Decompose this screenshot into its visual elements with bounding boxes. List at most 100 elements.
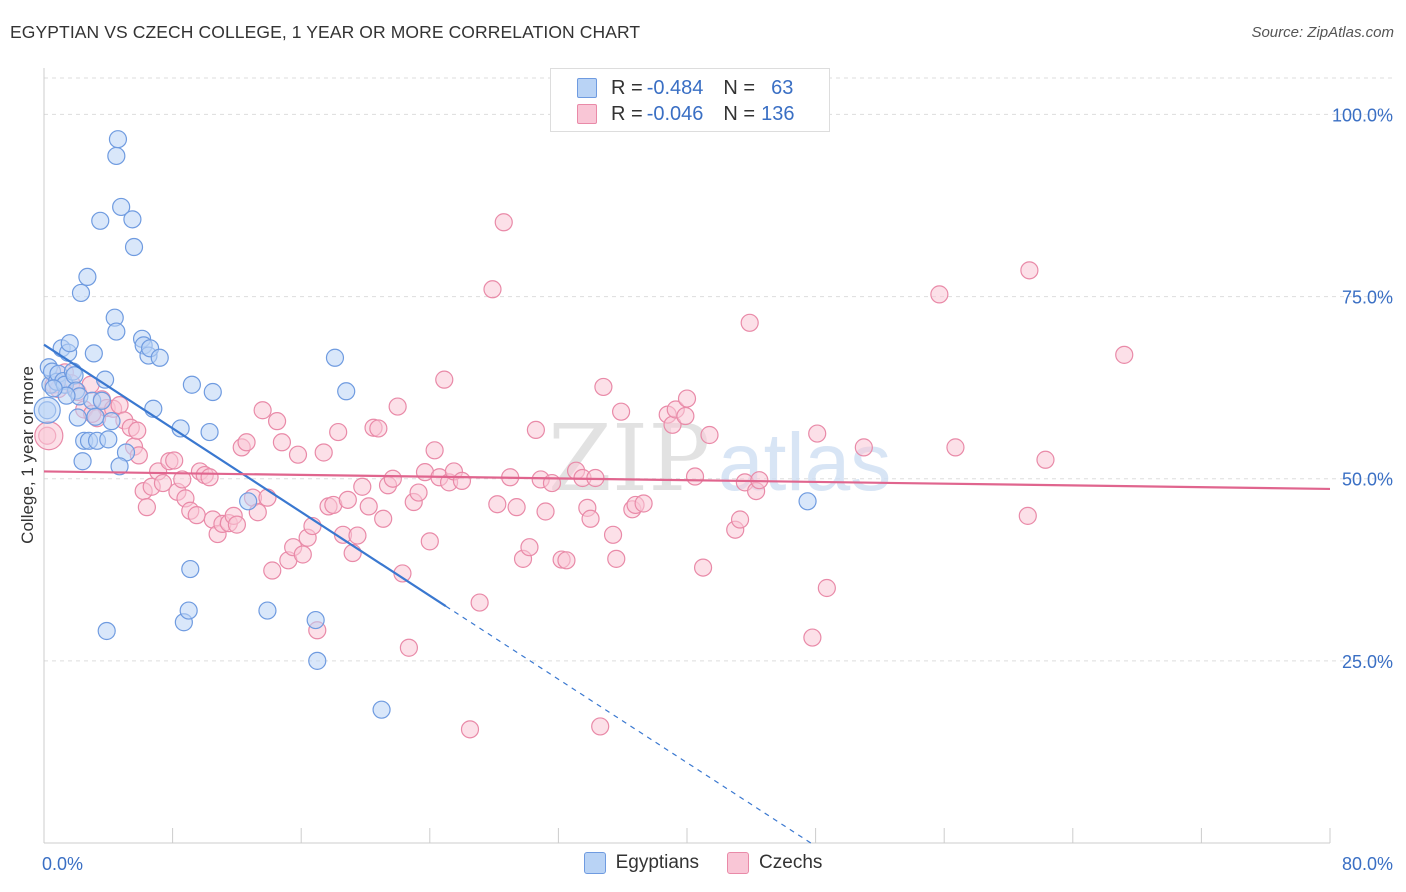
data-point <box>372 700 391 719</box>
y-tick-label: 75.0% <box>1342 288 1393 308</box>
data-point <box>685 467 705 486</box>
data-point <box>73 452 92 471</box>
data-point <box>798 492 817 511</box>
data-point <box>112 197 131 217</box>
data-point <box>817 578 836 598</box>
data-point <box>325 348 345 367</box>
czechs-points <box>38 213 1134 739</box>
data-point <box>78 267 97 286</box>
data-point <box>460 720 480 739</box>
data-point <box>700 425 719 445</box>
data-point <box>306 610 325 630</box>
data-point <box>153 473 173 493</box>
chart-title: EGYPTIAN VS CZECH COLLEGE, 1 YEAR OR MOR… <box>10 22 641 42</box>
data-point <box>611 402 631 421</box>
series-legend: Egyptians Czechs <box>0 852 1406 874</box>
data-point <box>1115 345 1134 364</box>
data-point <box>60 334 79 353</box>
x-tick-label: 80.0% <box>1342 854 1393 874</box>
data-point <box>507 498 526 517</box>
data-point <box>808 424 827 443</box>
data-point <box>343 543 362 563</box>
data-point <box>181 559 200 579</box>
data-point <box>536 502 555 521</box>
data-point <box>557 551 576 570</box>
data-point <box>353 477 372 496</box>
data-point <box>107 146 126 166</box>
y-tick-label: 25.0% <box>1342 652 1393 672</box>
axes: 25.0% 50.0% 75.0% 100.0% 0.0% 80.0% <box>42 68 1393 874</box>
data-point <box>542 473 562 493</box>
data-point <box>420 532 439 551</box>
y-tick-label: 50.0% <box>1342 470 1393 490</box>
r-value: -0.046 <box>646 102 704 125</box>
data-point <box>803 628 822 647</box>
r-value: -0.484 <box>646 76 704 99</box>
r-label: R = <box>611 76 643 99</box>
data-point <box>1018 506 1037 525</box>
data-point <box>348 526 367 545</box>
grid-lines <box>44 77 1395 662</box>
data-point <box>200 468 219 487</box>
data-point <box>388 397 407 416</box>
data-point <box>137 498 156 517</box>
data-point <box>337 382 356 401</box>
trend-lines <box>43 343 1331 844</box>
stats-row-egyptians: R = -0.484 N = 63 <box>577 76 793 100</box>
data-point <box>99 430 118 449</box>
data-point <box>187 506 206 525</box>
y-tick-label: 100.0% <box>1332 105 1393 125</box>
czechs-swatch <box>577 104 597 124</box>
data-point <box>34 421 64 451</box>
data-point <box>452 471 472 490</box>
legend-label: Czechs <box>759 852 823 873</box>
data-point <box>634 494 653 513</box>
data-point <box>267 412 287 431</box>
y-axis-label: College, 1 year or more <box>18 366 37 544</box>
data-point <box>369 419 388 438</box>
legend-item-czechs: Czechs <box>727 852 822 874</box>
data-point <box>272 433 292 452</box>
data-point <box>102 412 121 431</box>
data-point <box>227 515 246 534</box>
egyptians-trend-extension <box>445 605 812 844</box>
legend-label: Egyptians <box>615 852 700 873</box>
data-point <box>374 509 393 528</box>
data-point <box>435 370 454 389</box>
data-point <box>179 601 198 620</box>
legend-item-egyptians: Egyptians <box>583 852 700 874</box>
data-point <box>359 497 378 516</box>
stats-row-czechs: R = -0.046 N = 136 <box>577 102 794 126</box>
watermark: ZIP atlas <box>548 405 891 512</box>
data-point <box>1020 261 1039 280</box>
source-label: Source: ZipAtlas.com <box>1251 24 1394 41</box>
data-point <box>308 651 327 670</box>
egyptians-swatch <box>577 78 597 98</box>
data-point <box>483 280 502 299</box>
data-point <box>68 408 87 427</box>
data-point <box>409 483 428 502</box>
n-label: N = <box>723 76 756 99</box>
data-point <box>946 438 965 457</box>
egyptians-trend-line <box>43 343 447 608</box>
data-point <box>854 438 873 457</box>
data-point <box>314 443 333 462</box>
data-point <box>329 422 348 442</box>
data-point <box>258 601 277 620</box>
data-point <box>110 457 129 476</box>
data-point <box>239 492 258 511</box>
n-value: 63 <box>771 76 794 99</box>
data-point <box>730 510 750 529</box>
data-point <box>591 717 610 736</box>
data-point <box>203 382 222 402</box>
n-value: 136 <box>761 102 795 125</box>
czechs-legend-swatch <box>727 852 750 874</box>
data-point <box>124 237 144 257</box>
data-point <box>488 495 507 514</box>
data-point <box>258 488 277 507</box>
data-point <box>200 422 219 442</box>
data-point <box>123 210 142 229</box>
egyptians-points <box>38 130 817 719</box>
data-point <box>740 313 759 332</box>
